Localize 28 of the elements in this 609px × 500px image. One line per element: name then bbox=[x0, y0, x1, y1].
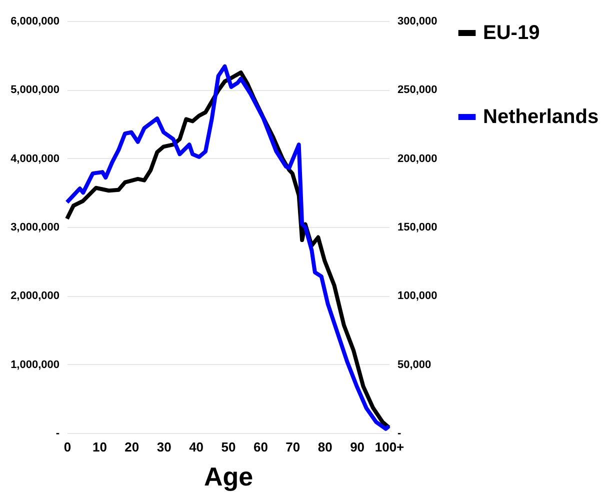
y-tick-label: 5,000,000 bbox=[10, 84, 60, 96]
y2-tick-label: 250,000 bbox=[398, 84, 438, 96]
x-tick-label: 40 bbox=[189, 440, 204, 454]
y2-tick-label: 300,000 bbox=[398, 16, 438, 28]
x-tick-label: 10 bbox=[92, 440, 107, 454]
x-tick-label: 30 bbox=[156, 440, 172, 454]
y-tick-label: 1,000,000 bbox=[10, 358, 60, 371]
y-tick-label: 3,000,000 bbox=[10, 222, 60, 234]
x-tick-label: 90 bbox=[350, 440, 365, 454]
y2-tick-label: 150,000 bbox=[398, 222, 438, 234]
y-tick-label: 6,000,000 bbox=[10, 16, 60, 28]
y-tick-label: 2,000,000 bbox=[10, 290, 60, 302]
y-tick-label: - bbox=[56, 428, 60, 440]
x-tick-label: 20 bbox=[124, 440, 140, 454]
x-tick-label: 70 bbox=[286, 440, 300, 454]
y2-tick-label: - bbox=[398, 428, 402, 440]
y-tick-label: 4,000,000 bbox=[10, 152, 60, 165]
x-tick-label: 80 bbox=[318, 440, 332, 454]
x-tick-label: 0 bbox=[64, 440, 72, 454]
legend-label: Netherlands bbox=[483, 106, 599, 128]
legend-label: EU-19 bbox=[483, 22, 540, 44]
y2-tick-label: 200,000 bbox=[398, 152, 438, 165]
y2-tick-label: 50,000 bbox=[398, 358, 432, 371]
x-axis-title: Age bbox=[204, 462, 254, 492]
x-tick-label: 50 bbox=[221, 440, 236, 454]
y2-tick-label: 100,000 bbox=[398, 290, 438, 302]
x-tick-label: 100+ bbox=[374, 440, 405, 454]
x-tick-label: 60 bbox=[253, 440, 268, 454]
